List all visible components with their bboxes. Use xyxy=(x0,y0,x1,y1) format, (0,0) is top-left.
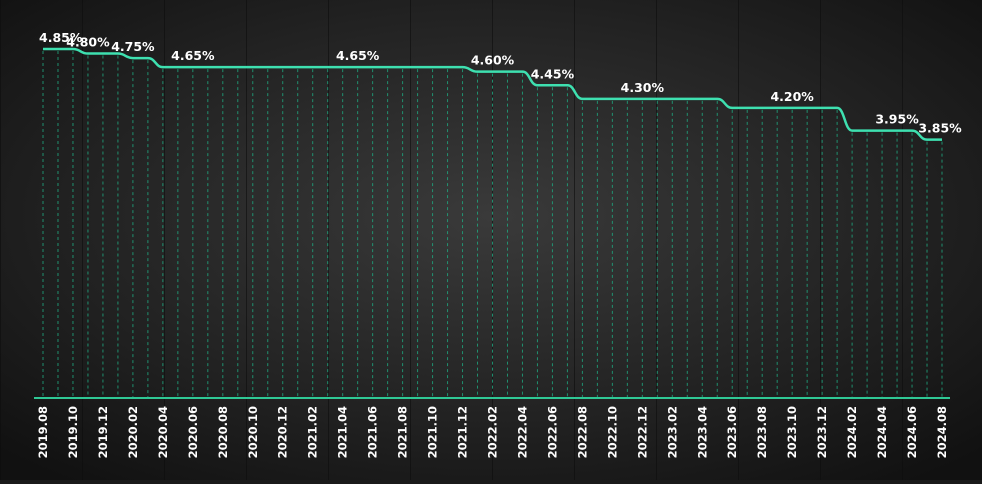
x-tick-label: 2022.10 xyxy=(605,406,619,458)
value-label: 4.30% xyxy=(621,80,665,95)
series-line xyxy=(43,47,942,141)
grid-lines xyxy=(42,51,943,398)
x-tick-label: 2024.04 xyxy=(875,406,889,458)
x-tick-label: 2022.04 xyxy=(515,406,529,458)
x-tick-label: 2019.12 xyxy=(96,406,110,458)
x-tick-label: 2022.02 xyxy=(486,406,500,458)
x-tick-label: 2024.02 xyxy=(845,406,859,458)
x-tick-label: 2023.04 xyxy=(695,406,709,458)
value-label: 3.85% xyxy=(918,121,962,136)
series-line-layer xyxy=(43,47,942,141)
x-tick-label: 2020.04 xyxy=(156,406,170,458)
x-tick-label: 2021.08 xyxy=(396,406,410,458)
value-label: 3.95% xyxy=(875,112,919,127)
x-tick-label: 2023.06 xyxy=(725,406,739,458)
x-tick-label: 2023.02 xyxy=(665,406,679,458)
x-tick-label: 2020.10 xyxy=(246,406,260,458)
x-tick-label: 2022.12 xyxy=(635,406,649,458)
x-tick-label: 2021.06 xyxy=(366,406,380,458)
x-tick-label: 2022.06 xyxy=(545,406,559,458)
x-tick-label: 2019.08 xyxy=(36,406,50,458)
value-label: 4.60% xyxy=(471,53,515,68)
wood-plank-seam xyxy=(164,0,165,480)
x-tick-label: 2019.10 xyxy=(66,406,80,458)
x-tick-label: 2021.10 xyxy=(426,406,440,458)
value-label: 4.65% xyxy=(336,48,380,63)
value-label: 4.75% xyxy=(111,39,155,54)
wood-plank-seam xyxy=(410,0,411,480)
wood-plank-seam xyxy=(738,0,739,480)
x-tick-label: 2023.08 xyxy=(755,406,769,458)
x-tick-label: 2020.08 xyxy=(216,406,230,458)
x-tick-label: 2022.08 xyxy=(575,406,589,458)
x-tick-label: 2023.10 xyxy=(785,406,799,458)
annotation-layer: 4.85%4.80% 4.75% 4.65% 4.65% 4.60% 4.45% 4.30%… xyxy=(39,30,962,136)
value-label: 4.20% xyxy=(770,89,814,104)
wood-plank-seam xyxy=(574,0,575,480)
value-label: 4.45% xyxy=(531,66,575,81)
wood-plank-seam xyxy=(328,0,329,480)
value-label: 4.65% xyxy=(171,48,215,63)
x-axis: 2019.08 2019.10 2019.12 2020.02 2020.04 2020.… xyxy=(34,397,950,458)
wood-plank-seam xyxy=(82,0,83,480)
x-tick-label: 2021.04 xyxy=(336,406,350,458)
value-label: 4.85% xyxy=(39,30,83,45)
value-label: 4.80% xyxy=(66,35,110,50)
wood-plank-seam xyxy=(492,0,493,480)
x-tick-label: 2020.12 xyxy=(276,406,290,458)
x-tick-label: 2021.02 xyxy=(306,406,320,458)
wood-plank-seam xyxy=(656,0,657,480)
x-tick-label: 2021.12 xyxy=(456,406,470,458)
wood-plank-seam xyxy=(902,0,903,480)
wood-plank-seam xyxy=(820,0,821,480)
x-tick-label: 2024.06 xyxy=(905,406,919,458)
x-tick-label: 2020.02 xyxy=(126,406,140,458)
wood-plank-seam xyxy=(246,0,247,480)
x-tick-label: 2024.08 xyxy=(935,406,949,458)
x-tick-label: 2023.12 xyxy=(815,406,829,458)
x-tick-label: 2020.06 xyxy=(186,406,200,458)
wood-texture xyxy=(0,0,903,480)
wood-plank-seam xyxy=(0,0,1,480)
